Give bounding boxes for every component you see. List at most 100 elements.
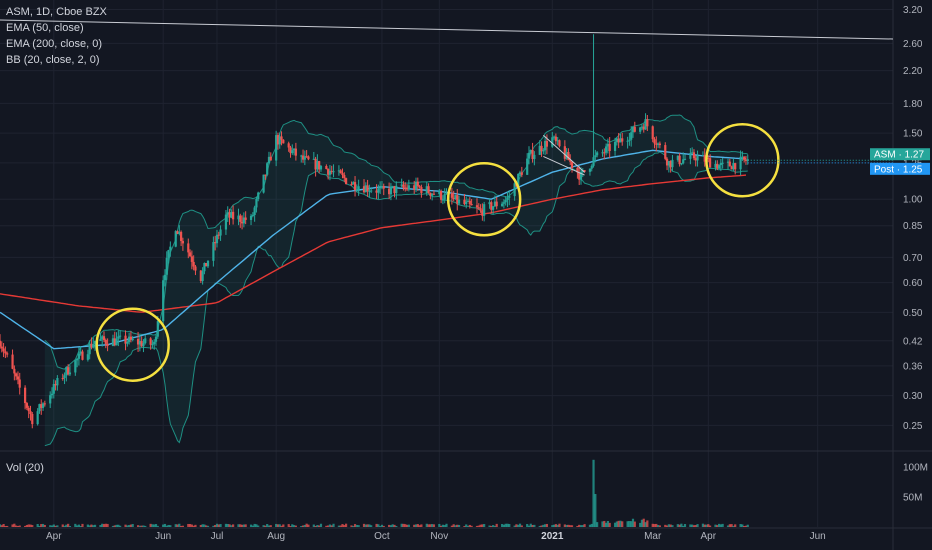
volume-bar xyxy=(639,522,642,527)
candle-body xyxy=(420,187,423,193)
candle-body xyxy=(237,215,240,220)
candle-body xyxy=(466,200,470,202)
volume-bar xyxy=(732,525,735,527)
volume-bar xyxy=(683,524,687,527)
candle-body xyxy=(41,403,45,408)
volume-bar xyxy=(377,524,380,527)
highlight-circle[interactable] xyxy=(446,161,522,237)
candle-body xyxy=(683,158,687,160)
candle-body xyxy=(639,127,642,132)
volume-bar xyxy=(468,524,471,527)
volume-bar xyxy=(305,523,308,527)
volume-tick-label: 50M xyxy=(903,493,922,504)
candle-body xyxy=(319,166,323,170)
volume-bar xyxy=(74,523,77,527)
volume-bar xyxy=(608,522,611,527)
volume-bar xyxy=(665,525,669,527)
volume-bar xyxy=(640,519,644,527)
volume-bar xyxy=(201,524,204,527)
volume-bar xyxy=(653,524,656,527)
volume-bar xyxy=(129,524,133,527)
candle-body xyxy=(653,139,656,144)
volume-bar xyxy=(327,525,330,527)
legend-symbol[interactable]: ASM, 1D, Cboe BZX xyxy=(6,6,107,18)
volume-bar xyxy=(520,525,523,527)
volume-bar xyxy=(339,525,342,527)
volume-bar xyxy=(2,523,5,527)
candle-body xyxy=(488,202,491,205)
candle-body xyxy=(404,187,407,189)
volume-bar xyxy=(481,524,484,527)
candle-body xyxy=(194,266,197,271)
volume-bar xyxy=(61,524,64,527)
candle-body xyxy=(418,186,421,188)
candle-body xyxy=(339,170,342,174)
volume-bar xyxy=(0,525,3,527)
volume-bar xyxy=(701,523,705,527)
candle-body xyxy=(495,201,498,207)
trendline[interactable] xyxy=(0,19,894,40)
time-tick-label: Jun xyxy=(155,531,171,542)
volume-bar xyxy=(337,525,341,527)
candle-body xyxy=(506,197,509,200)
candle-body xyxy=(115,338,118,346)
candle-body xyxy=(570,161,574,168)
candle-body xyxy=(545,141,549,147)
candle-body xyxy=(239,215,242,222)
volume-bar xyxy=(251,525,254,527)
volume-bar xyxy=(353,524,357,527)
candle-body xyxy=(414,181,418,190)
candle-body xyxy=(92,344,95,348)
candle-body xyxy=(251,215,254,217)
candle-body xyxy=(282,139,285,144)
candle-body xyxy=(27,407,30,412)
legend-ema50[interactable]: EMA (50, close) xyxy=(6,22,84,34)
candle-body xyxy=(671,159,674,168)
volume-bar xyxy=(68,525,72,527)
volume-bar xyxy=(92,525,95,527)
candle-body xyxy=(180,231,183,242)
wedge-line[interactable] xyxy=(543,155,585,176)
price-tick-label: 1.00 xyxy=(903,195,923,206)
volume-bar xyxy=(615,521,618,527)
volume-bar xyxy=(280,525,283,527)
ema50-line xyxy=(0,149,747,350)
highlight-circle[interactable] xyxy=(95,307,170,382)
candle-body xyxy=(603,152,606,154)
candle-body xyxy=(131,338,134,340)
volume-bar xyxy=(330,525,333,527)
candle-body xyxy=(362,186,366,193)
volume-bar xyxy=(215,523,219,527)
candle-body xyxy=(205,262,208,267)
legend-bb[interactable]: BB (20, close, 2, 0) xyxy=(6,54,100,66)
candle-body xyxy=(77,353,80,359)
wedge-line[interactable] xyxy=(542,134,585,173)
volume-bar xyxy=(314,525,317,527)
volume-bar xyxy=(500,524,504,527)
candle-body xyxy=(441,199,445,201)
volume-bar xyxy=(479,524,482,527)
legend-volume[interactable]: Vol (20) xyxy=(6,462,44,474)
volume-bar xyxy=(691,524,694,527)
candle-body xyxy=(104,340,107,344)
volume-bar xyxy=(380,524,384,527)
highlight-circles[interactable] xyxy=(95,122,780,382)
candle-body xyxy=(470,203,473,206)
time-tick-label: Oct xyxy=(374,531,390,542)
volume-bar xyxy=(312,524,315,527)
volume-bar xyxy=(533,524,536,527)
price-tags: ASM · 1.27 Post · 1.25 xyxy=(747,148,930,175)
volume-bar xyxy=(655,523,658,527)
volume-bar xyxy=(379,526,382,527)
candle-body xyxy=(646,119,649,127)
volume-bar xyxy=(466,525,470,527)
candle-body xyxy=(425,186,428,193)
drawing-lines[interactable] xyxy=(0,19,894,176)
candle-body xyxy=(199,270,202,282)
time-tick-label: Jun xyxy=(810,531,826,542)
candle-body xyxy=(565,151,568,159)
legend-ema200[interactable]: EMA (200, close, 0) xyxy=(6,38,102,50)
volume-bar xyxy=(404,524,407,527)
candle-body xyxy=(151,344,154,346)
